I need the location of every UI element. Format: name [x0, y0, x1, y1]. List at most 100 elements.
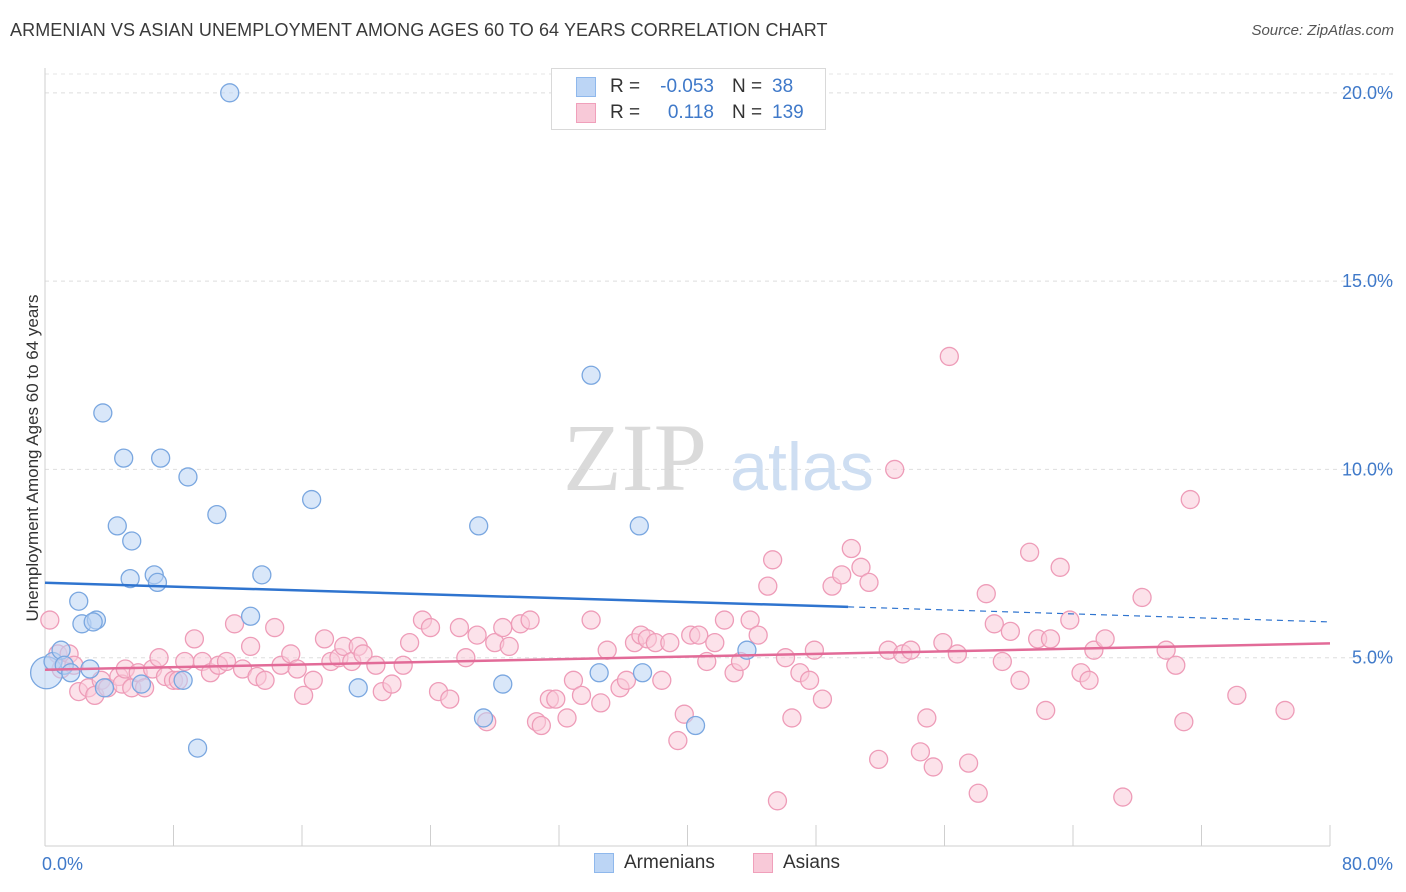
asian-point: [799, 670, 820, 690]
asian-point: [868, 749, 889, 770]
y-tick-label: 15.0%: [1342, 271, 1393, 291]
asian-point: [293, 685, 314, 706]
r-key: R =: [610, 76, 641, 97]
y-axis-label: Unemployment Among Ages 60 to 64 years: [23, 295, 42, 622]
asian-point: [1060, 610, 1080, 630]
armenian-point: [83, 612, 103, 632]
armenian-point: [114, 448, 134, 468]
asian-point: [531, 715, 551, 736]
armenian-point: [493, 674, 513, 694]
armenian-point: [147, 572, 168, 593]
asian-point: [265, 617, 285, 638]
armenian-point: [131, 674, 152, 694]
armenians-points: [29, 83, 757, 758]
armenian-point: [469, 516, 489, 536]
asian-point: [812, 689, 833, 709]
asian-point: [832, 565, 852, 585]
asian-point: [382, 674, 402, 694]
asian-point: [885, 459, 905, 480]
watermark: ZIP atlas: [563, 404, 874, 511]
r-key: R =: [610, 102, 641, 123]
armenian-point: [220, 83, 240, 103]
armenian-point: [93, 403, 113, 423]
asian-point: [1050, 557, 1070, 577]
asian-point: [984, 614, 1004, 634]
asian-point: [947, 644, 967, 664]
armenian-point: [107, 516, 127, 536]
asian-point: [591, 693, 611, 713]
armenian-point: [473, 708, 494, 728]
legend-item-asians[interactable]: Asians: [753, 852, 840, 874]
asian-point: [493, 617, 513, 638]
asian-point: [851, 557, 871, 577]
asian-point: [1036, 700, 1056, 721]
asian-point: [1166, 655, 1186, 675]
armenian-point: [187, 738, 208, 758]
asian-point: [184, 629, 205, 649]
grid-lines: [45, 73, 1395, 659]
asian-point: [224, 614, 245, 634]
asian-point: [557, 708, 577, 728]
asian-point: [1174, 712, 1194, 732]
armenian-point: [178, 467, 198, 487]
asian-point: [748, 625, 768, 645]
chart-title: ARMENIAN VS ASIAN UNEMPLOYMENT AMONG AGE…: [10, 20, 828, 40]
legend-row-armenians: R = -0.053 N = 38: [576, 75, 793, 99]
asian-point: [571, 685, 592, 706]
asian-point: [668, 730, 688, 751]
asian-point: [499, 636, 519, 657]
asian-point: [1275, 700, 1295, 721]
asian-point: [149, 648, 169, 668]
asian-point: [992, 651, 1012, 672]
armenians-legend-swatch: [594, 853, 614, 873]
source-label: Source: ZipAtlas.com: [1251, 22, 1394, 39]
asian-point: [859, 572, 879, 593]
armenian-point: [122, 531, 142, 551]
asian-point: [1132, 587, 1152, 608]
asian-point: [467, 625, 487, 645]
asian-point: [240, 636, 261, 657]
y-tick-label: 10.0%: [1342, 459, 1393, 479]
armenian-point: [632, 663, 653, 683]
asians-trend-line: [44, 642, 1331, 672]
asians-legend-swatch: [753, 853, 773, 873]
asian-point: [901, 640, 921, 660]
r-value: -0.053: [660, 76, 714, 97]
y-tick-label: 20.0%: [1342, 83, 1393, 103]
armenian-point: [240, 606, 261, 626]
legend-label-armenians: Armenians: [624, 852, 715, 873]
legend-item-armenians[interactable]: Armenians: [594, 852, 715, 874]
asian-point: [287, 659, 307, 679]
asian-point: [804, 640, 825, 660]
asian-point: [420, 617, 441, 638]
asian-point: [1040, 629, 1061, 649]
asian-point: [1113, 787, 1133, 807]
asian-point: [563, 670, 584, 690]
armenian-point: [173, 670, 193, 690]
armenian-point: [348, 678, 368, 698]
x-tick-label: 0.0%: [42, 854, 83, 874]
n-key: N =: [732, 102, 763, 123]
armenian-point: [581, 365, 601, 385]
asian-point: [393, 655, 413, 675]
n-value: 38: [772, 76, 794, 97]
armenian-point: [685, 715, 706, 736]
asian-point: [546, 689, 566, 709]
axes: [44, 68, 1331, 847]
asian-point: [917, 708, 937, 728]
armenians-trend-line: [44, 581, 849, 609]
asian-point: [616, 670, 637, 690]
asian-point: [1010, 670, 1030, 690]
legend-row-asians: R = 0.118 N = 139: [576, 101, 804, 125]
asian-point: [456, 648, 476, 668]
legend-label-asians: Asians: [783, 852, 841, 873]
asian-point: [782, 708, 802, 728]
asian-point: [366, 655, 386, 675]
asian-point: [255, 670, 275, 690]
x-tick-label: 80.0%: [1342, 854, 1393, 874]
watermark-zip: ZIP: [563, 404, 707, 511]
armenian-point: [69, 591, 89, 611]
asian-point: [581, 610, 601, 630]
armenians-trend-extension: [848, 606, 1331, 623]
